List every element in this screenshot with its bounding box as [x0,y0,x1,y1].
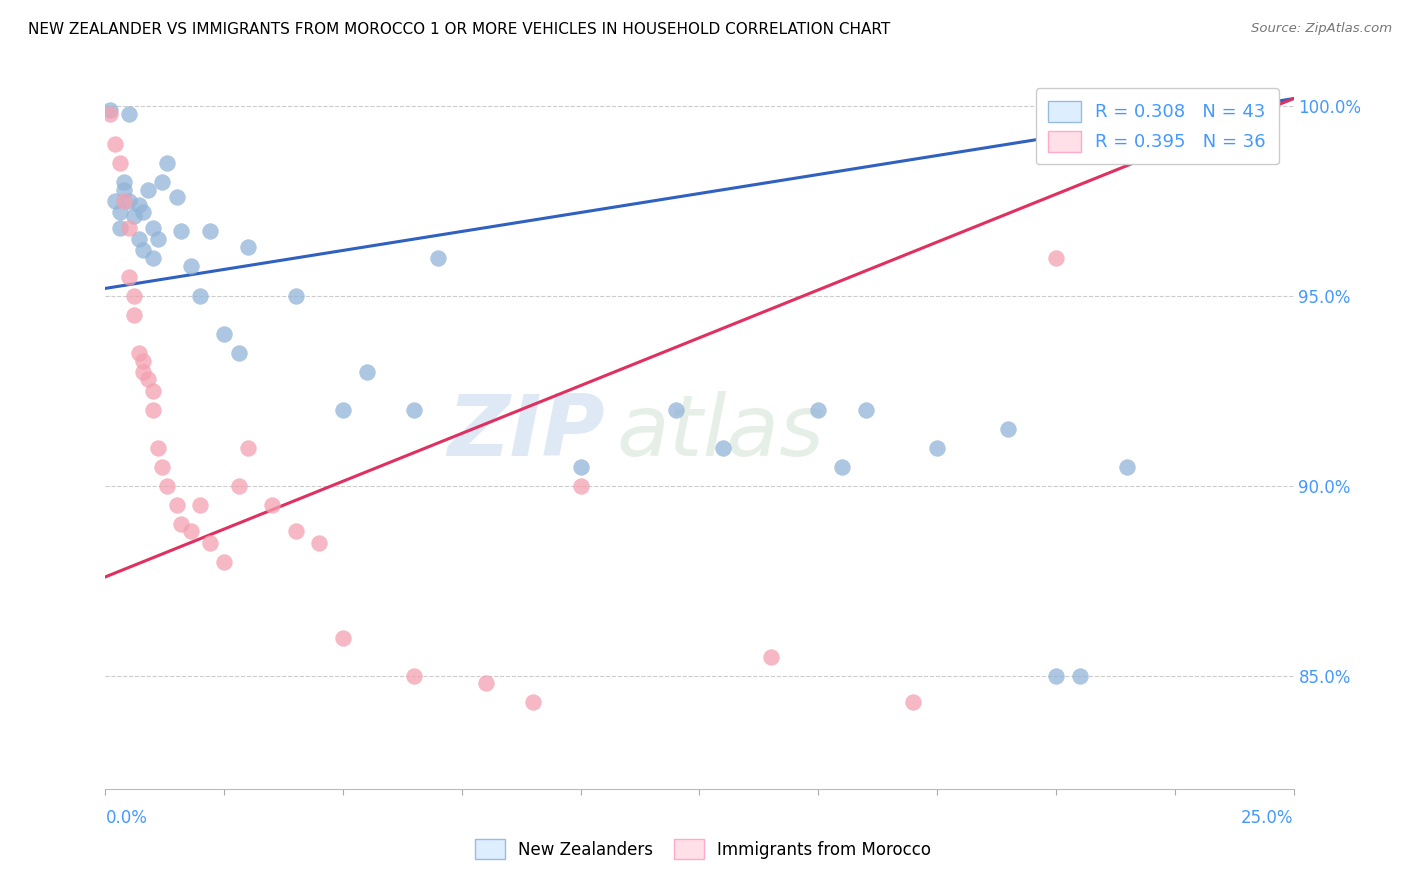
Point [1116,459,1139,474]
Point [569,459,592,474]
Point [228,479,250,493]
Point [332,631,354,645]
Point [108,156,131,170]
Point [114,175,136,189]
Point [132,244,155,258]
Point [118,270,141,285]
Point [427,251,450,265]
Point [128,198,150,212]
Point [236,239,259,253]
Point [136,372,159,386]
Point [190,498,212,512]
Point [925,441,948,455]
Point [332,402,354,417]
Point [831,459,853,474]
Point [214,326,236,341]
Point [122,209,145,223]
Point [522,695,544,709]
Point [284,289,307,303]
Point [711,441,734,455]
Text: 25.0%: 25.0% [1241,809,1294,827]
Point [759,649,782,664]
Text: Source: ZipAtlas.com: Source: ZipAtlas.com [1251,22,1392,36]
Point [1069,668,1091,682]
Point [1045,251,1067,265]
Point [104,194,127,208]
Point [132,205,155,219]
Point [665,402,688,417]
Point [128,346,150,360]
Point [807,402,830,417]
Point [903,695,925,709]
Point [198,535,221,549]
Point [114,194,136,208]
Point [997,422,1019,436]
Point [114,183,136,197]
Point [132,353,155,368]
Point [146,441,169,455]
Point [474,676,496,690]
Point [170,224,193,238]
Point [136,183,159,197]
Point [156,479,179,493]
Text: NEW ZEALANDER VS IMMIGRANTS FROM MOROCCO 1 OR MORE VEHICLES IN HOUSEHOLD CORRELA: NEW ZEALANDER VS IMMIGRANTS FROM MOROCCO… [28,22,890,37]
Point [404,402,426,417]
Point [166,190,188,204]
Text: atlas: atlas [616,391,824,475]
Point [166,498,188,512]
Text: 0.0%: 0.0% [105,809,148,827]
Point [180,524,202,539]
Point [122,308,145,322]
Point [142,384,165,398]
Point [198,224,221,238]
Point [146,232,169,246]
Point [98,103,121,117]
Point [152,459,174,474]
Point [142,402,165,417]
Point [1045,668,1067,682]
Point [98,107,121,121]
Point [190,289,212,303]
Point [214,555,236,569]
Point [170,516,193,531]
Text: ZIP: ZIP [447,391,605,475]
Point [260,498,283,512]
Point [152,175,174,189]
Legend: New Zealanders, Immigrants from Morocco: New Zealanders, Immigrants from Morocco [464,828,942,871]
Point [108,205,131,219]
Point [132,365,155,379]
Point [569,479,592,493]
Point [228,346,250,360]
Point [308,535,330,549]
Point [128,232,150,246]
Point [118,107,141,121]
Point [142,251,165,265]
Point [118,194,141,208]
Point [122,289,145,303]
Point [855,402,877,417]
Point [104,137,127,152]
Point [156,156,179,170]
Point [108,220,131,235]
Point [236,441,259,455]
Point [180,259,202,273]
Legend: R = 0.308   N = 43, R = 0.395   N = 36: R = 0.308 N = 43, R = 0.395 N = 36 [1036,88,1278,164]
Point [118,220,141,235]
Point [142,220,165,235]
Point [356,365,378,379]
Point [404,668,426,682]
Point [284,524,307,539]
